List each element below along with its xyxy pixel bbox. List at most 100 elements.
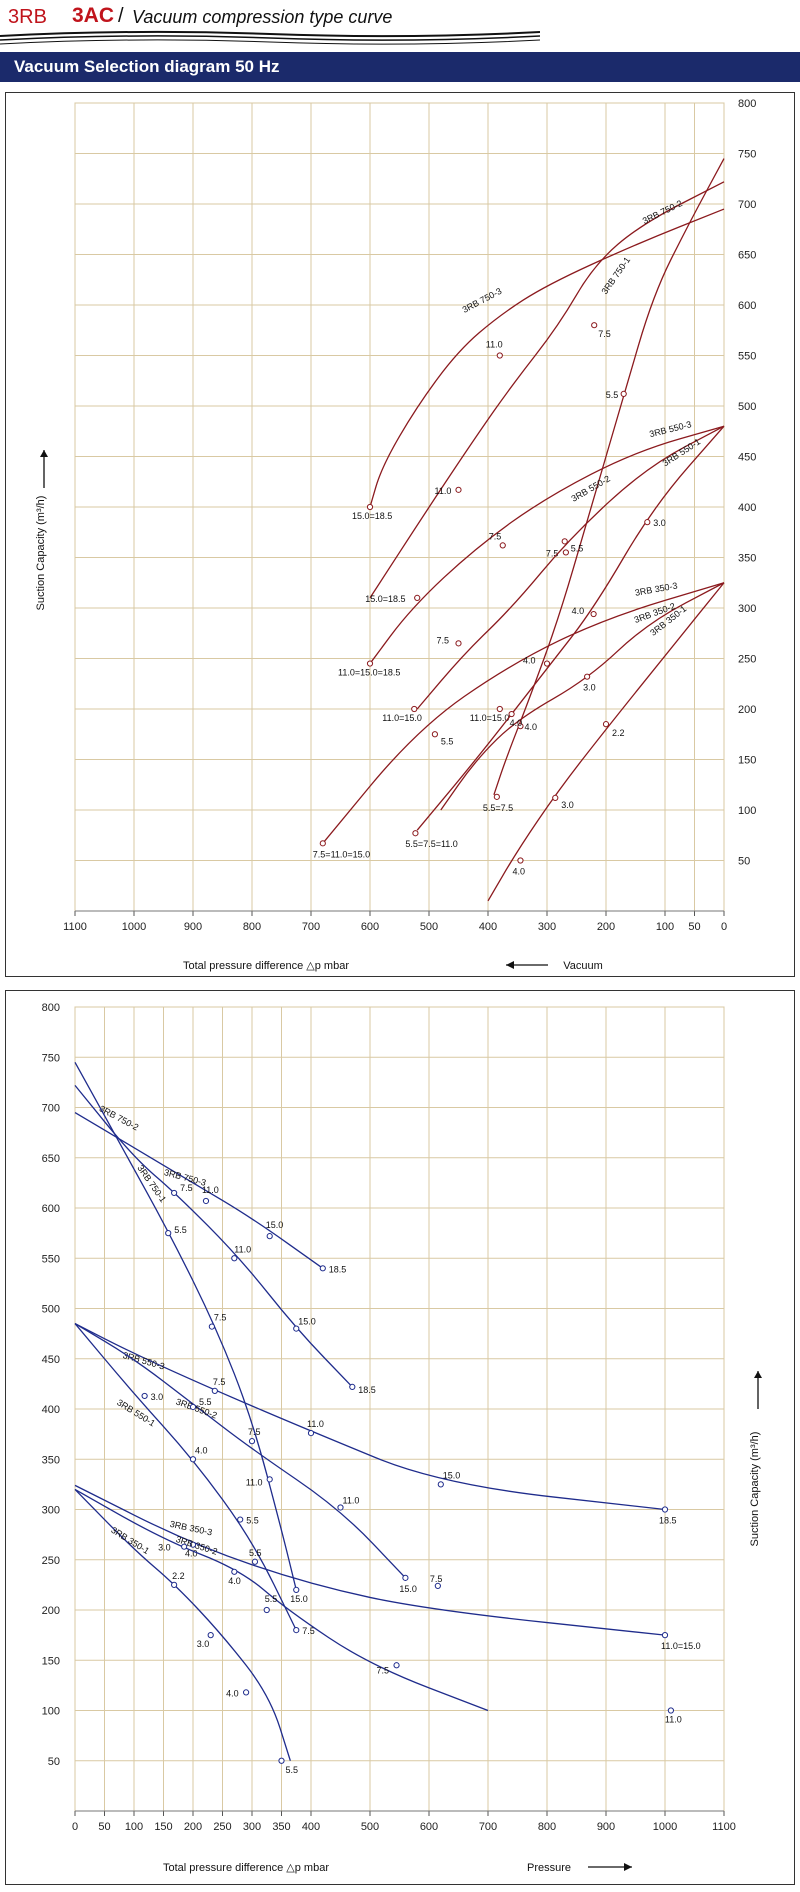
data-point bbox=[602, 721, 610, 728]
data-point-label: 11.0 bbox=[307, 1419, 324, 1429]
data-point-label: 7.5 bbox=[437, 635, 450, 645]
x-tick-label: 800 bbox=[243, 921, 261, 933]
data-point-label: 11.0=15.0 bbox=[470, 713, 510, 723]
data-point bbox=[293, 1627, 300, 1634]
data-point-label: 7.5=11.0=15.0 bbox=[313, 849, 370, 859]
y-tick-label: 400 bbox=[42, 1404, 60, 1416]
data-point-label: 5.5 bbox=[249, 1548, 262, 1558]
data-point bbox=[266, 1476, 273, 1483]
data-point-label: 15.0 bbox=[399, 1584, 417, 1594]
data-point-label: 7.5 bbox=[180, 1183, 193, 1193]
data-point-label: 7.5 bbox=[546, 548, 559, 558]
data-point-label: 11.0 bbox=[665, 1715, 682, 1725]
data-point bbox=[591, 322, 598, 329]
x-tick-label: 50 bbox=[98, 1821, 110, 1833]
data-point-label: 11.0 bbox=[234, 1244, 251, 1254]
data-point-label: 2.2 bbox=[172, 1571, 185, 1581]
series-line bbox=[74, 1323, 406, 1579]
data-point bbox=[141, 1392, 148, 1400]
y-tick-label: 100 bbox=[42, 1706, 60, 1718]
x-tick-label: 800 bbox=[538, 1821, 556, 1833]
series-line bbox=[369, 208, 725, 508]
up-arrow-head-icon bbox=[40, 450, 48, 457]
series-line bbox=[322, 582, 725, 844]
data-point-label: 5.5 bbox=[606, 390, 619, 400]
data-point bbox=[319, 1265, 326, 1272]
data-point bbox=[661, 1506, 669, 1513]
x-tick-label: 300 bbox=[243, 1821, 261, 1833]
direction-arrow-head-icon bbox=[506, 961, 514, 969]
series-line bbox=[369, 425, 725, 664]
series-line bbox=[416, 425, 725, 831]
data-point-label: 7.5 bbox=[489, 531, 502, 541]
data-point bbox=[266, 1233, 273, 1240]
x-tick-label: 600 bbox=[361, 921, 379, 933]
data-point bbox=[455, 640, 462, 647]
y-tick-label: 500 bbox=[42, 1304, 60, 1316]
data-point bbox=[493, 793, 500, 800]
data-point bbox=[431, 731, 438, 738]
y-tick-label: 700 bbox=[42, 1103, 60, 1115]
data-point bbox=[366, 660, 374, 667]
data-point bbox=[231, 1255, 238, 1262]
data-point bbox=[644, 519, 651, 526]
data-point-label: 2.2 bbox=[612, 728, 625, 738]
data-point-label: 5.5 bbox=[199, 1397, 212, 1407]
data-point bbox=[189, 1403, 197, 1411]
series-line bbox=[74, 1061, 297, 1591]
data-point bbox=[561, 538, 568, 545]
y-tick-label: 50 bbox=[738, 856, 750, 868]
x-axis-title: Total pressure difference △p mbar bbox=[163, 1862, 329, 1874]
y-tick-label: 450 bbox=[42, 1354, 60, 1366]
series-line bbox=[74, 1322, 666, 1511]
data-point-label: 4.0 bbox=[512, 867, 525, 877]
y-tick-label: 800 bbox=[42, 1002, 60, 1014]
page-header: 3RB 3AC / Vacuum compression type curve bbox=[0, 0, 800, 46]
data-point bbox=[243, 1689, 250, 1696]
data-point bbox=[171, 1581, 178, 1588]
data-point-label: 7.5 bbox=[214, 1313, 227, 1323]
banner-title: Vacuum Selection diagram 50 Hz bbox=[14, 57, 280, 76]
x-tick-label: 400 bbox=[302, 1821, 320, 1833]
data-point-label: 4.0 bbox=[228, 1576, 241, 1586]
x-tick-label: 50 bbox=[688, 921, 700, 933]
x-tick-label: 100 bbox=[656, 921, 674, 933]
data-point bbox=[437, 1481, 444, 1488]
data-point-label: 11.0 bbox=[202, 1185, 219, 1195]
series-3rb-350-3: 3RB 350-34.05.57.5=11.0=15.0 bbox=[313, 581, 725, 859]
data-point-label: 4.0 bbox=[523, 656, 536, 666]
x-tick-label: 200 bbox=[597, 921, 615, 933]
y-axis-title: Suction Capacity (m³/h) bbox=[749, 1432, 761, 1547]
data-point-label: 5.5=7.5=11.0 bbox=[405, 839, 457, 849]
y-tick-label: 650 bbox=[738, 250, 756, 262]
y-tick-label: 400 bbox=[738, 502, 756, 514]
y-tick-label: 650 bbox=[42, 1153, 60, 1165]
vacuum-chart: 1100 1000 900 800 700 600 500 400 300 200 100 50 050… bbox=[35, 98, 756, 972]
header-separator: / bbox=[118, 5, 124, 27]
data-point-label: 7.5 bbox=[598, 329, 611, 339]
x-tick-label: 0 bbox=[721, 921, 727, 933]
x-tick-label: 1100 bbox=[712, 1821, 736, 1833]
data-point-label: 5.5 bbox=[174, 1225, 187, 1235]
data-point bbox=[231, 1568, 238, 1575]
data-point bbox=[393, 1662, 400, 1669]
data-point bbox=[337, 1504, 344, 1511]
data-point bbox=[237, 1516, 244, 1523]
data-point-label: 4.0 bbox=[510, 718, 523, 728]
data-point bbox=[414, 594, 421, 601]
x-tick-label: 1100 bbox=[63, 921, 87, 933]
data-point-label: 11.0 bbox=[343, 1495, 360, 1505]
x-tick-label: 500 bbox=[420, 921, 438, 933]
data-point-label: 11.0=15.0 bbox=[382, 713, 422, 723]
data-point bbox=[496, 705, 503, 713]
y-tick-label: 100 bbox=[738, 805, 756, 817]
data-point bbox=[211, 1387, 218, 1395]
data-point-label: 5.5=7.5 bbox=[483, 803, 513, 813]
y-tick-label: 600 bbox=[738, 300, 756, 312]
y-tick-label: 150 bbox=[738, 755, 756, 767]
series-line bbox=[74, 1488, 291, 1761]
data-point bbox=[402, 1574, 409, 1581]
data-point bbox=[517, 723, 524, 730]
data-point-label: 11.0 bbox=[486, 340, 503, 350]
y-tick-label: 750 bbox=[738, 149, 756, 161]
